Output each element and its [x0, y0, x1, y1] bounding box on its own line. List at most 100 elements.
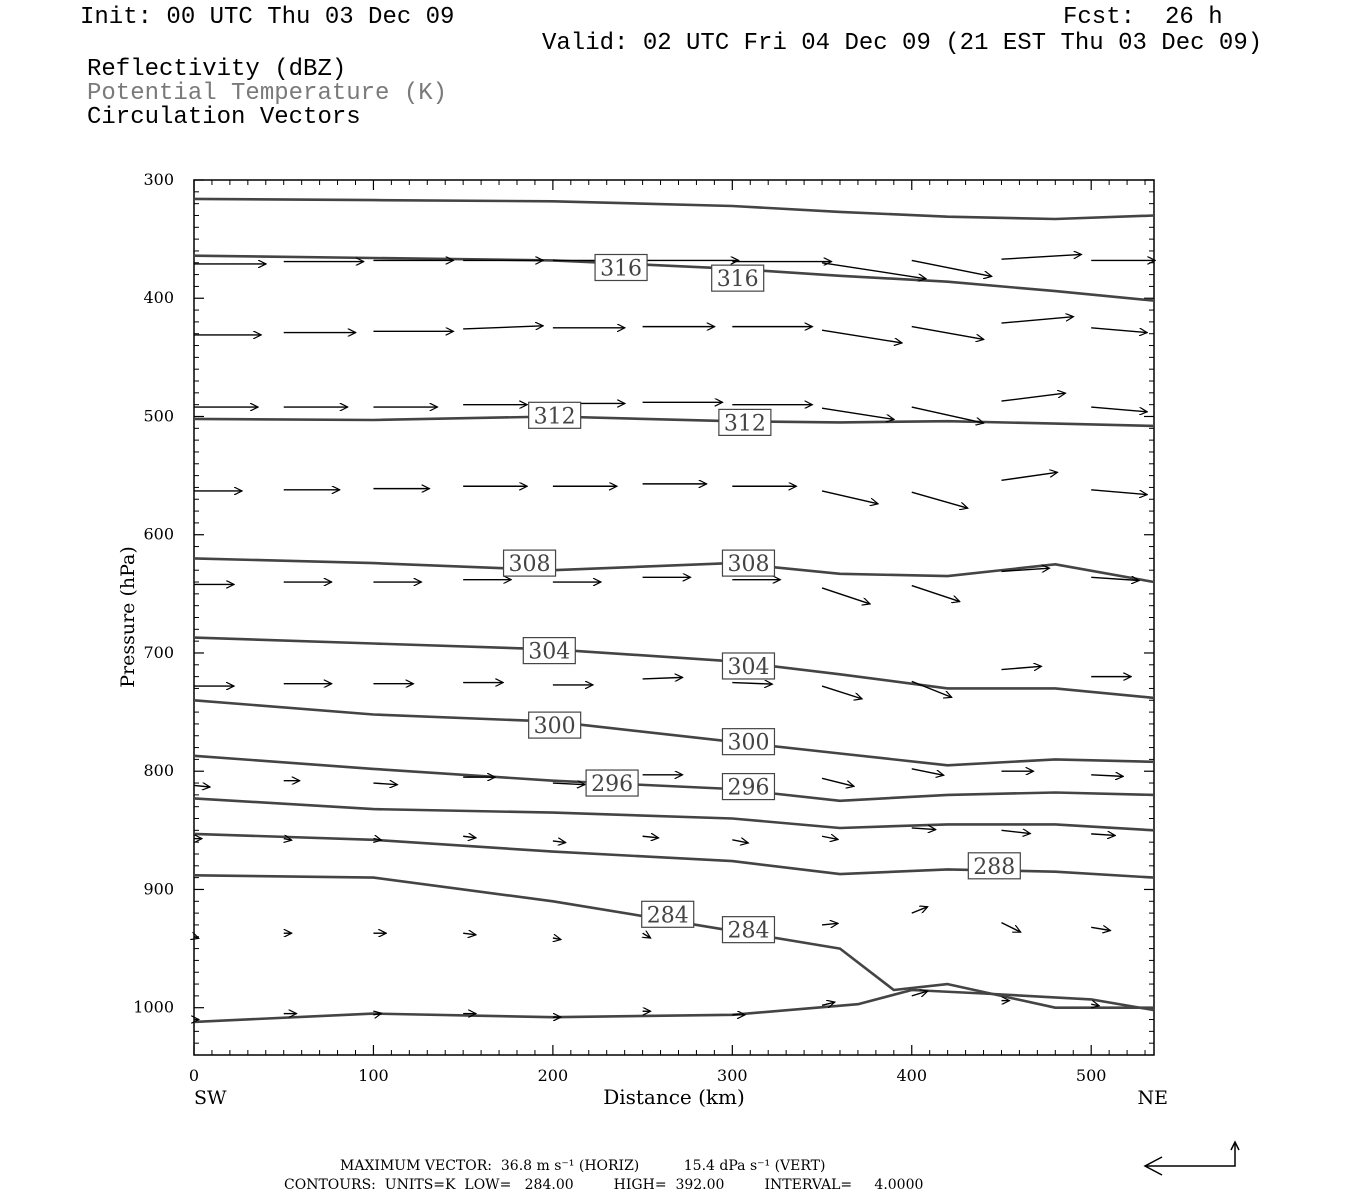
circulation-vector	[463, 933, 476, 935]
circulation-vector	[1091, 927, 1110, 930]
circulation-vector	[463, 326, 543, 329]
contour-label: 308	[727, 552, 769, 577]
contour-label-box	[528, 401, 582, 429]
contour-label-box	[528, 711, 582, 739]
contour-label: 288	[973, 855, 1015, 880]
contour-label: 304	[727, 655, 769, 680]
circulation-vector	[821, 490, 878, 504]
circulation-vector	[732, 840, 748, 843]
y-tick-label: 500	[143, 406, 174, 425]
circulation-vector	[821, 777, 854, 786]
circulation-vector	[1091, 406, 1147, 412]
x-tick-label: 100	[358, 1066, 389, 1085]
contour-label-box	[585, 769, 639, 797]
circulation-vector	[911, 991, 928, 996]
circulation-vector	[373, 1013, 381, 1015]
circulation-vector	[821, 923, 838, 925]
x-tick-label: 300	[717, 1066, 748, 1085]
field-potential-temperature: Potential Temperature (K)	[87, 80, 448, 107]
contour-label: 300	[534, 714, 576, 739]
circulation-vector	[821, 407, 894, 419]
contour-label-box	[721, 772, 776, 801]
isentrope-line	[193, 557, 1155, 584]
isentrope-line	[193, 197, 1155, 221]
x-end-label-sw: SW	[194, 1087, 227, 1109]
footer-contours: CONTOURS: UNITS=K LOW= 284.00 HIGH= 392.…	[284, 1177, 924, 1193]
y-tick-label: 1000	[133, 998, 174, 1017]
circulation-vector	[821, 587, 870, 604]
circulation-vector	[1001, 472, 1057, 482]
contour-label-box	[641, 900, 695, 928]
contour-label: 308	[509, 552, 551, 577]
contour-label: 284	[647, 903, 689, 928]
isentrope-line	[193, 832, 1155, 879]
contour-label: 304	[528, 640, 570, 665]
x-tick-label: 500	[1076, 1066, 1107, 1085]
circulation-vector	[911, 768, 944, 775]
x-tick-label: 400	[896, 1066, 927, 1085]
y-axis-label: Pressure (hPa)	[117, 546, 139, 688]
contour-label-box	[721, 652, 776, 680]
circulation-vector	[373, 783, 397, 785]
circulation-vector	[821, 329, 902, 343]
contour-label: 296	[727, 776, 769, 801]
circulation-vector	[911, 907, 928, 914]
contour-label-box	[967, 852, 1021, 880]
contour-label-box	[711, 264, 765, 292]
circulation-vector	[821, 685, 862, 699]
y-tick-label: 400	[143, 288, 174, 307]
isentrope-line	[193, 754, 1155, 803]
circulation-vector	[1001, 568, 1049, 571]
reference-vector-icon	[1143, 1140, 1240, 1176]
contour-label-box	[721, 916, 776, 944]
circulation-vector	[1001, 393, 1065, 402]
isentrope-line	[193, 797, 1155, 832]
circulation-vector	[463, 836, 476, 838]
circulation-vector	[1091, 1004, 1099, 1006]
isentrope-line	[193, 699, 1155, 767]
circulation-vector	[193, 785, 210, 787]
contour-label: 312	[724, 411, 766, 436]
circulation-vector	[1091, 577, 1139, 580]
contour-label-box	[522, 637, 576, 665]
circulation-vector	[642, 677, 683, 679]
circulation-vector	[1001, 254, 1081, 260]
isentrope-line	[193, 988, 1155, 1024]
y-tick-label: 700	[143, 643, 174, 662]
y-tick-label: 800	[143, 761, 174, 780]
circulation-vector	[911, 406, 984, 423]
contour-label-box	[502, 549, 557, 577]
circulation-vector	[1091, 489, 1147, 495]
circulation-vector	[911, 259, 992, 276]
circulation-vector	[821, 1002, 835, 1005]
contour-label-box	[594, 253, 648, 282]
circulation-vector	[911, 584, 960, 602]
contour-label-box	[718, 408, 772, 436]
circulation-vector	[194, 937, 199, 939]
x-tick-label: 0	[189, 1066, 199, 1085]
circulation-vector	[911, 325, 984, 340]
y-tick-label: 900	[143, 879, 174, 898]
contour-label: 300	[727, 731, 769, 756]
circulation-vector	[1001, 666, 1041, 669]
init-time: Init: 00 UTC Thu 03 Dec 09	[80, 4, 455, 31]
isentrope-line	[193, 874, 1154, 1010]
circulation-vector	[642, 836, 659, 838]
contour-label-box	[721, 549, 776, 577]
circulation-vector	[373, 839, 381, 841]
x-end-label-ne: NE	[1138, 1087, 1169, 1109]
circulation-vector	[1091, 327, 1147, 333]
y-tick-label: 600	[143, 525, 174, 544]
circulation-vector	[1091, 775, 1123, 777]
circulation-vector	[643, 933, 651, 938]
contour-label: 312	[534, 404, 576, 429]
y-tick-label: 300	[143, 170, 174, 189]
isentrope-line	[193, 254, 1155, 302]
circulation-vector	[552, 783, 585, 785]
circulation-vector	[553, 938, 561, 940]
forecast-hour: 26 h	[1165, 4, 1223, 31]
x-tick-label: 200	[538, 1066, 569, 1085]
field-reflectivity: Reflectivity (dBZ)	[87, 56, 347, 83]
field-circulation-vectors: Circulation Vectors	[87, 104, 361, 131]
